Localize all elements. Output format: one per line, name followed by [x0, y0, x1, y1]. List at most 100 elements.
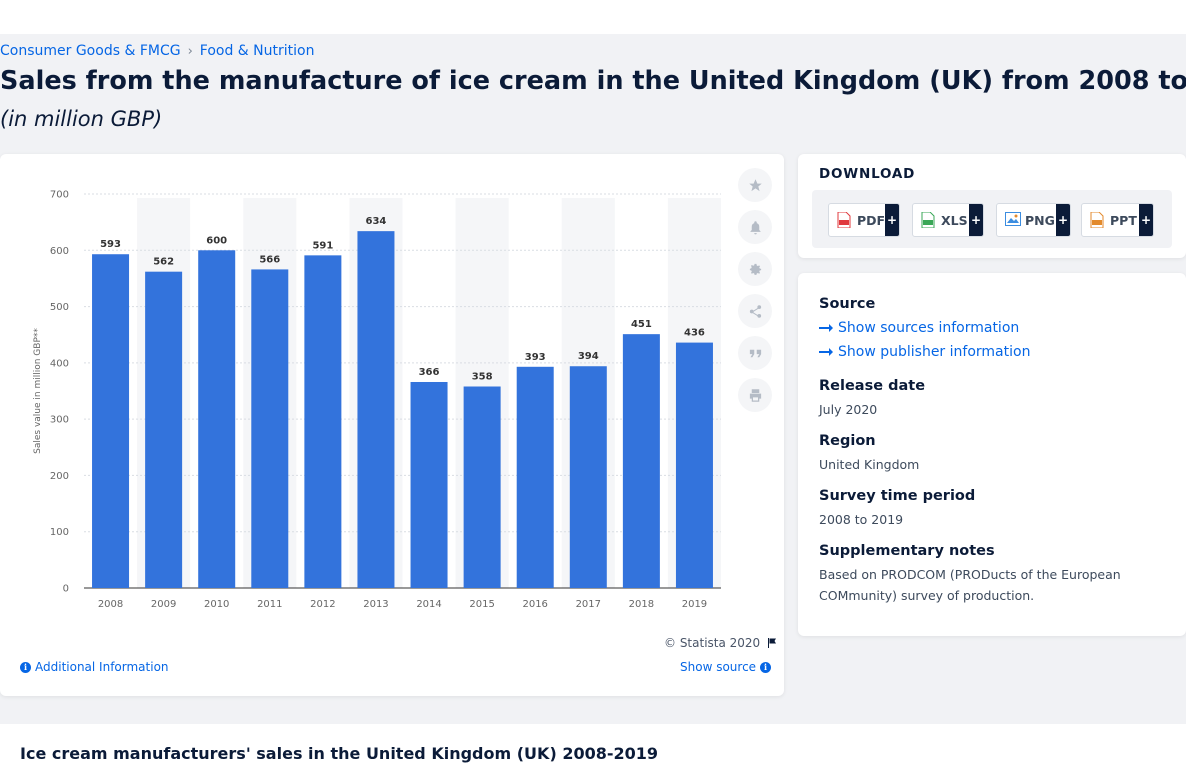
- bar: [198, 250, 236, 588]
- download-card: DOWNLOAD PDF + XLS + PNG: [798, 154, 1186, 258]
- notification-button[interactable]: [738, 210, 772, 244]
- bar: [304, 255, 342, 588]
- chart-tools: [738, 168, 772, 420]
- xls-file-icon: [921, 211, 935, 229]
- arrow-right-icon: [819, 324, 833, 332]
- data-label: 393: [525, 352, 546, 363]
- y-axis-title: Sales value in million GBP**: [33, 328, 43, 454]
- y-tick-label: 200: [50, 471, 69, 482]
- show-publisher-link[interactable]: Show publisher information: [819, 344, 1030, 360]
- pdf-file-icon: [837, 211, 851, 229]
- arrow-right-icon: [819, 348, 833, 356]
- download-png-label: PNG: [1025, 212, 1055, 228]
- settings-button[interactable]: [738, 252, 772, 286]
- copyright: © Statista 2020: [664, 636, 778, 650]
- download-ppt-button[interactable]: PPT +: [1081, 203, 1154, 237]
- show-publisher-label: Show publisher information: [838, 344, 1031, 360]
- x-tick-label: 2014: [416, 599, 441, 610]
- region-value: United Kingdom: [819, 457, 920, 472]
- breadcrumb-separator: ›: [187, 43, 193, 59]
- data-label: 366: [419, 367, 440, 378]
- show-sources-label: Show sources information: [838, 320, 1020, 336]
- png-plus-icon: +: [1056, 204, 1070, 236]
- print-button[interactable]: [738, 378, 772, 412]
- bar: [569, 366, 607, 588]
- info-icon: i: [760, 661, 772, 673]
- breadcrumb: Consumer Goods & FMCG › Food & Nutrition: [0, 43, 314, 59]
- release-date-value: July 2020: [819, 402, 878, 417]
- favorite-button[interactable]: [738, 168, 772, 202]
- show-source-label: Show source: [680, 660, 757, 674]
- x-tick-label: 2015: [469, 599, 494, 610]
- supplementary-notes-heading: Supplementary notes: [819, 543, 995, 559]
- statistic-details-card: Source Show sources information Show pub…: [798, 273, 1186, 636]
- bell-icon: [750, 220, 760, 234]
- bar: [410, 381, 448, 588]
- download-pdf-label: PDF: [857, 212, 886, 228]
- page-title: Sales from the manufacture of ice cream …: [0, 66, 1186, 96]
- x-tick-label: 2013: [363, 599, 388, 610]
- top-bar: [0, 0, 1186, 34]
- download-buttons: PDF + XLS + PNG + PPT: [812, 190, 1172, 248]
- region-heading: Region: [819, 433, 876, 449]
- y-tick-label: 400: [50, 358, 69, 369]
- related-title: Ice cream manufacturers' sales in the Un…: [20, 744, 659, 763]
- copyright-text: © Statista 2020: [664, 636, 761, 650]
- x-tick-label: 2019: [682, 599, 707, 610]
- share-button[interactable]: [738, 294, 772, 328]
- x-tick-label: 2018: [629, 599, 654, 610]
- download-ppt-label: PPT: [1110, 212, 1137, 228]
- download-xls-button[interactable]: XLS +: [912, 203, 984, 237]
- breadcrumb-item-food-nutrition[interactable]: Food & Nutrition: [199, 43, 315, 59]
- y-tick-label: 0: [63, 584, 69, 595]
- additional-information-link[interactable]: i Additional Information: [20, 660, 169, 674]
- y-tick-label: 100: [50, 527, 69, 538]
- survey-period-value: 2008 to 2019: [819, 512, 904, 527]
- y-tick-label: 700: [50, 190, 69, 201]
- page-subtitle: (in million GBP): [0, 107, 163, 131]
- additional-information-label: Additional Information: [35, 660, 169, 674]
- info-icon: i: [20, 661, 31, 673]
- x-tick-label: 2008: [98, 599, 123, 610]
- show-source-link[interactable]: Show source i: [680, 660, 772, 674]
- bar: [92, 254, 130, 588]
- download-png-button[interactable]: PNG +: [996, 203, 1071, 237]
- download-pdf-button[interactable]: PDF +: [828, 203, 900, 237]
- quote-icon: [749, 349, 761, 357]
- bar: [251, 269, 289, 588]
- x-tick-label: 2010: [204, 599, 229, 610]
- y-tick-label: 300: [50, 415, 69, 426]
- print-icon: [749, 388, 761, 402]
- star-icon: [748, 178, 762, 191]
- cite-button[interactable]: [738, 336, 772, 370]
- data-label: 593: [100, 239, 121, 250]
- data-label: 358: [472, 371, 493, 382]
- survey-period-heading: Survey time period: [819, 488, 976, 504]
- flag-icon[interactable]: [766, 637, 778, 649]
- download-xls-label: XLS: [941, 212, 968, 228]
- data-label: 600: [206, 235, 227, 246]
- bar-chart: 0 100 200 300 400 500 600 700 Sales value in mil…: [33, 190, 721, 610]
- show-sources-link[interactable]: Show sources information: [819, 320, 1019, 336]
- y-tick-label: 600: [50, 246, 69, 257]
- y-tick-label: 500: [50, 302, 69, 313]
- x-tick-label: 2017: [576, 599, 601, 610]
- data-label: 591: [312, 240, 333, 251]
- bar: [516, 366, 554, 588]
- data-label: 436: [684, 328, 705, 339]
- data-label: 451: [631, 319, 652, 330]
- breadcrumb-item-consumer-goods[interactable]: Consumer Goods & FMCG: [0, 43, 181, 59]
- share-icon: [749, 304, 761, 318]
- bar: [622, 334, 660, 588]
- x-tick-label: 2016: [522, 599, 547, 610]
- bar: [463, 386, 501, 588]
- data-label: 394: [578, 351, 599, 362]
- data-label: 566: [259, 254, 280, 265]
- x-tick-label: 2012: [310, 599, 335, 610]
- xls-plus-icon: +: [969, 204, 983, 236]
- ppt-plus-icon: +: [1139, 204, 1153, 236]
- bar: [145, 271, 183, 588]
- x-tick-label: 2009: [151, 599, 176, 610]
- png-file-icon: [1005, 212, 1021, 228]
